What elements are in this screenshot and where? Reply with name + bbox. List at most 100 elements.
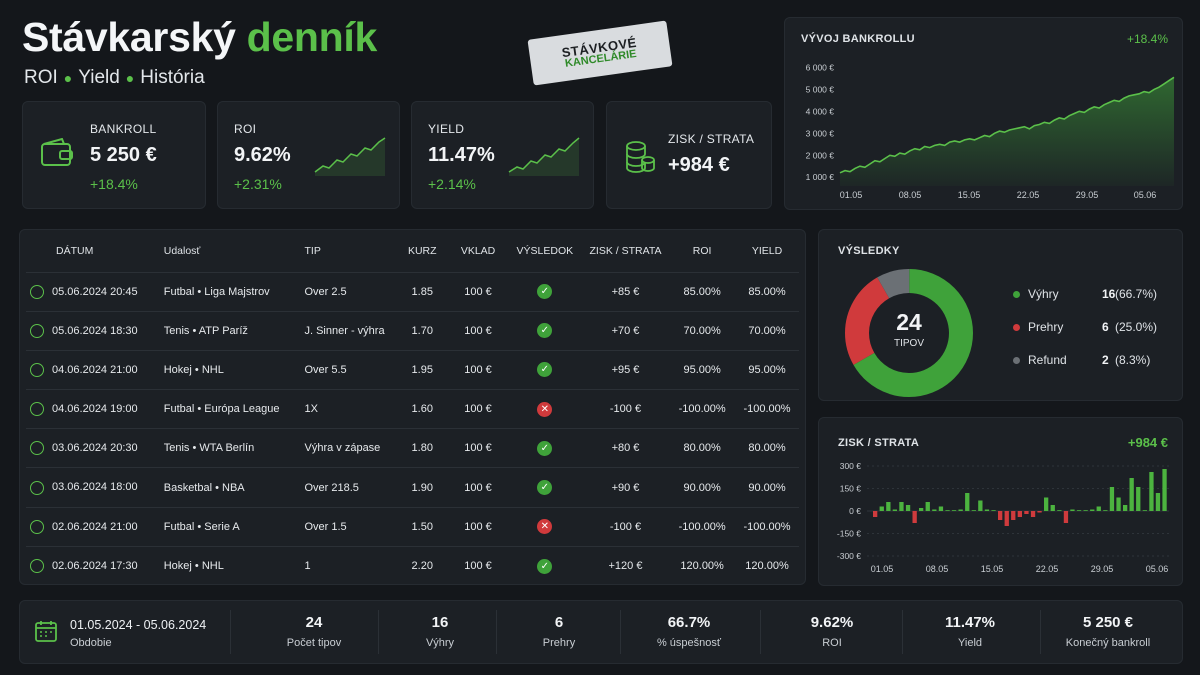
x-tick-label: 22.05 (1036, 564, 1059, 574)
pnl-bar (945, 510, 950, 511)
wallet-icon (41, 138, 73, 166)
period-label: Obdobie (70, 637, 112, 649)
cell-result: ✓ (508, 546, 582, 585)
check-icon: ✓ (537, 323, 553, 339)
col-result[interactable]: VÝSLEDOK (507, 230, 582, 273)
donut-slice (845, 269, 973, 397)
soccer-ball-icon (30, 402, 44, 417)
bets-table: DÁTUM Udalosť TIP KURZ VKLAD VÝSLEDOK ZI… (26, 230, 799, 586)
col-stake[interactable]: VKLAD (448, 230, 508, 273)
roi-sparkline (314, 137, 386, 176)
roi-label: ROI (234, 122, 257, 136)
cell-yield: -100.00% (735, 507, 799, 547)
summary-yield: 11.47% Yield (905, 614, 1035, 649)
donut-hole (871, 295, 947, 371)
cell-profit: +85 € (581, 272, 670, 312)
cell-roi: 70.00% (669, 311, 736, 351)
x-tick-label: 01.05 (871, 564, 894, 574)
cell-event: Futbal • Liga Majstrov (159, 272, 301, 312)
col-event[interactable]: Udalosť (159, 230, 301, 273)
col-odds[interactable]: KURZ (396, 230, 449, 273)
table-row[interactable]: 05.06.2024 18:30 Tenis • ATP Paríž J. Sinn… (26, 311, 799, 351)
y-tick-label: 4 000 € (806, 106, 835, 116)
subtitle-roi: ROI (24, 67, 58, 88)
y-tick-label: 3 000 € (806, 128, 835, 138)
y-tick-label: 300 € (840, 461, 862, 471)
donut-slice (845, 269, 973, 397)
cell-stake: 100 € (448, 428, 508, 469)
pnl-bar (1076, 510, 1082, 511)
cell-date: 05.06.2024 18:30 (26, 311, 160, 351)
results-title: VÝSLEDKY (838, 245, 900, 257)
summary-wins-value: 16 (431, 614, 449, 631)
yield-sparkline (508, 137, 580, 176)
check-icon: ✓ (537, 558, 553, 574)
pnl-bar (879, 506, 884, 511)
table-row[interactable]: 03.06.2024 20:30 Tenis • WTA Berlín Výhra … (26, 428, 799, 469)
pnl-chart-change: +984 € (1127, 435, 1168, 450)
col-profit[interactable]: ZISK / STRATA (581, 230, 670, 273)
cell-stake: 100 € (448, 350, 508, 391)
tennis-ball-icon (30, 323, 44, 338)
table-row[interactable]: 03.06.2024 18:00 Basketbal • NBA Over 218.… (26, 467, 799, 508)
x-tick-label: 22.05 (1017, 190, 1040, 200)
pnl-bar (886, 502, 891, 511)
cell-event: Futbal • Európa League (159, 389, 301, 430)
basketball-icon (30, 480, 44, 495)
pnl-bar (1037, 511, 1042, 513)
cell-tip: 1 (304, 560, 311, 573)
cell-tip: Over 5.5 (300, 350, 397, 391)
col-tip[interactable]: TIP (300, 230, 397, 273)
losses-dot-icon (1013, 324, 1020, 332)
table-row[interactable]: 02.06.2024 21:00 Futbal • Serie A Over 1.5… (26, 507, 799, 547)
table-row[interactable]: 04.06.2024 19:00 Futbal • Európa League 1X… (26, 389, 799, 430)
pnl-bar (905, 505, 911, 511)
cell-tip: 1X (300, 389, 397, 430)
tennis-ball-icon (30, 441, 44, 456)
page-title: Stávkarský denník (22, 14, 377, 61)
table-row[interactable]: 05.06.2024 20:45 Futbal • Liga Majstrov Ov… (26, 272, 799, 312)
x-tick-label: 08.05 (899, 190, 922, 200)
cell-odds: 1.80 (396, 428, 449, 469)
bankroll-line (839, 76, 1175, 174)
date-text: 02.06.2024 17:30 (52, 560, 138, 573)
cell-roi: -100.00% (669, 389, 736, 430)
yield-value: 11.47% (428, 144, 495, 166)
results-total-label: TIPOV (893, 338, 924, 349)
divider (378, 610, 379, 654)
cell-odds: 1.95 (396, 350, 449, 391)
check-icon: ✓ (537, 480, 553, 496)
pnl-bar (958, 509, 963, 511)
pnl-bar (912, 511, 917, 523)
cell-stake: 100 € (448, 272, 508, 312)
divider (1040, 610, 1041, 654)
pnl-bar (1011, 511, 1016, 520)
period-value: 01.05.2024 - 05.06.2024 (70, 618, 207, 632)
x-tick-label: 15.05 (958, 190, 981, 200)
summary-success-label: % úspešnosť (656, 637, 722, 649)
table-row[interactable]: 04.06.2024 21:00 Hokej • NHL Over 5.5 1.95 1… (26, 350, 799, 391)
cell-odds: 1.70 (396, 311, 449, 351)
summary-roi-value: 9.62% (810, 614, 854, 631)
col-roi[interactable]: ROI (669, 230, 736, 273)
cell-odds: 1.60 (396, 389, 449, 430)
cell-result: ✓ (507, 467, 582, 508)
cell-odds: 1.50 (396, 507, 449, 547)
pnl-bar (1142, 510, 1147, 511)
summary-final-bankroll: 5 250 € Konečný bankroll (1043, 614, 1173, 649)
cell-yield: 85.00% (735, 272, 799, 312)
summary-bets-label: Počet tipov (286, 637, 342, 649)
roi-card: ROI 9.62% +2.31% (217, 101, 400, 209)
x-tick-label: 29.05 (1076, 190, 1099, 200)
summary-roi-label: ROI (822, 637, 842, 649)
cell-yield: 70.00% (735, 311, 799, 351)
col-yield[interactable]: YIELD (735, 230, 799, 273)
col-date[interactable]: DÁTUM (26, 230, 160, 273)
table-row[interactable]: 02.06.2024 17:30 Hokej • NHL 1 2.20 100 € ✓ +1… (26, 546, 799, 585)
divider (620, 610, 621, 654)
cell-roi: 80.00% (669, 428, 736, 469)
roi-change: +2.31% (234, 176, 282, 192)
summary-losses-value: 6 (554, 614, 564, 631)
cell-stake: 100 € (448, 311, 508, 351)
legend-losses-count: 6 (1102, 320, 1109, 334)
